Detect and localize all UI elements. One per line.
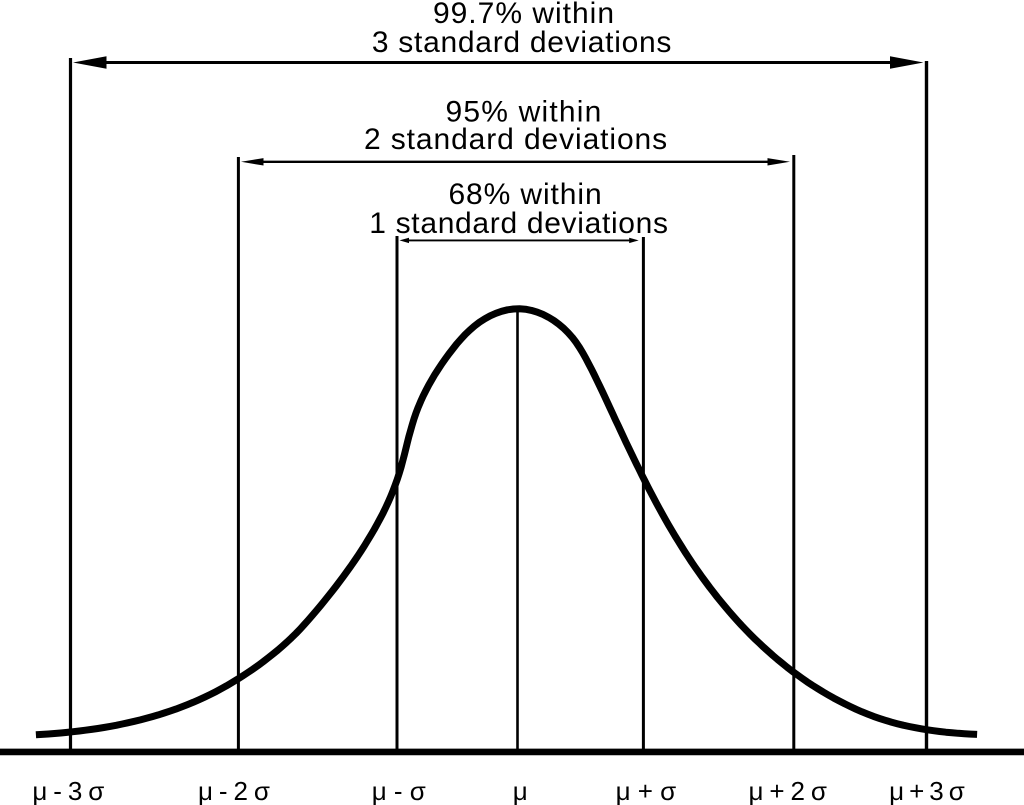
svg-text:68% within: 68% within bbox=[448, 178, 602, 211]
svg-text:μ + 2 σ: μ + 2 σ bbox=[749, 776, 827, 805]
svg-text:1 standard deviations: 1 standard deviations bbox=[369, 207, 668, 240]
svg-text:μ + σ: μ + σ bbox=[616, 776, 677, 805]
svg-text:99.7% within: 99.7% within bbox=[433, 0, 615, 30]
svg-text:μ - 2 σ: μ - 2 σ bbox=[198, 776, 270, 805]
svg-text:μ - 3 σ: μ - 3 σ bbox=[32, 776, 104, 805]
svg-text:2 standard deviations: 2 standard deviations bbox=[364, 123, 668, 156]
svg-text:μ - σ: μ - σ bbox=[372, 776, 426, 805]
svg-text:95% within: 95% within bbox=[445, 96, 602, 129]
svg-text:3 standard deviations: 3 standard deviations bbox=[372, 26, 672, 59]
svg-text:μ: μ bbox=[513, 776, 528, 805]
svg-text:μ + 3 σ: μ + 3 σ bbox=[889, 776, 965, 805]
